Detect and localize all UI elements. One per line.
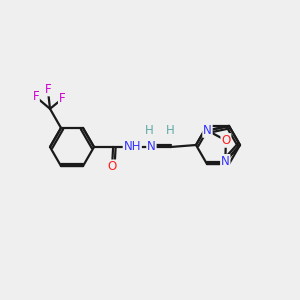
Text: O: O bbox=[107, 160, 117, 173]
Text: N: N bbox=[147, 140, 156, 154]
Text: F: F bbox=[59, 92, 65, 105]
Text: H: H bbox=[145, 124, 154, 137]
Text: NH: NH bbox=[124, 140, 141, 154]
Text: N: N bbox=[221, 155, 230, 168]
Text: O: O bbox=[221, 134, 230, 147]
Text: N: N bbox=[203, 124, 212, 137]
Text: H: H bbox=[166, 124, 175, 137]
Text: F: F bbox=[32, 90, 39, 103]
Text: F: F bbox=[44, 82, 51, 95]
